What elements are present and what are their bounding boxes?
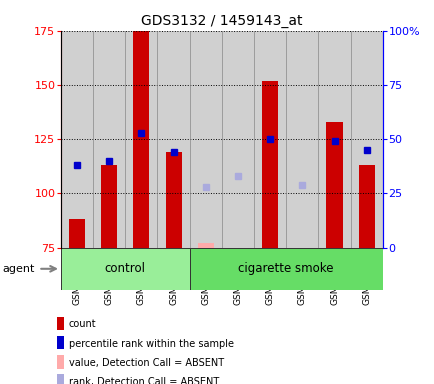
- Bar: [350, 31, 382, 248]
- Bar: [318, 31, 350, 248]
- Bar: [61, 31, 93, 248]
- Title: GDS3132 / 1459143_at: GDS3132 / 1459143_at: [141, 14, 302, 28]
- Bar: [133, 31, 149, 248]
- Text: agent: agent: [2, 264, 34, 274]
- Text: count: count: [69, 319, 96, 329]
- Bar: [294, 248, 310, 252]
- Bar: [189, 31, 221, 248]
- Bar: [125, 31, 157, 248]
- Bar: [101, 165, 117, 248]
- Bar: [326, 122, 342, 248]
- Bar: [221, 31, 253, 248]
- Bar: [189, 248, 382, 290]
- Text: value, Detection Call = ABSENT: value, Detection Call = ABSENT: [69, 358, 224, 368]
- Bar: [69, 220, 85, 248]
- Bar: [262, 81, 278, 248]
- Text: rank, Detection Call = ABSENT: rank, Detection Call = ABSENT: [69, 377, 218, 384]
- Bar: [197, 243, 214, 248]
- Bar: [286, 31, 318, 248]
- Bar: [358, 165, 374, 248]
- Text: cigarette smoke: cigarette smoke: [238, 262, 333, 275]
- Bar: [253, 31, 286, 248]
- Bar: [230, 248, 246, 250]
- Bar: [61, 248, 189, 290]
- Text: control: control: [105, 262, 145, 275]
- Bar: [157, 31, 189, 248]
- Text: percentile rank within the sample: percentile rank within the sample: [69, 339, 233, 349]
- Bar: [165, 152, 181, 248]
- Bar: [93, 31, 125, 248]
